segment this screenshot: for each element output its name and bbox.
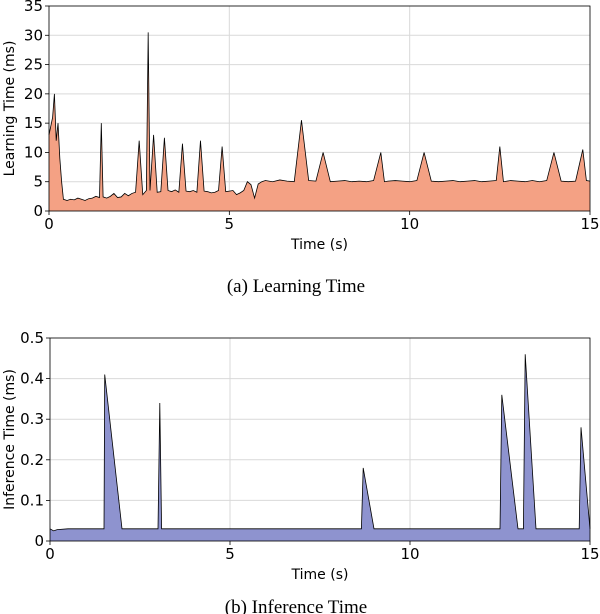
inference-xtick-label: 15	[580, 545, 599, 563]
learning-ytick-label: 0	[33, 202, 43, 220]
inference-xtick-label: 0	[45, 545, 55, 563]
learning-time-caption: (a) Learning Time	[227, 276, 365, 297]
inference-xtick-label: 10	[400, 545, 419, 563]
learning-area	[49, 32, 590, 211]
inference-xlabel: Time (s)	[291, 567, 349, 583]
learning-frame	[48, 5, 591, 212]
inference-ytick-label: 0.5	[20, 329, 44, 347]
inference-ytick-label: 0.3	[20, 410, 44, 428]
learning-xtick-label: 5	[225, 215, 235, 233]
learning-ytick-label: 10	[24, 143, 43, 161]
learning-xlabel: Time (s)	[290, 237, 348, 253]
inference-area	[50, 354, 590, 541]
learning-ytick-label: 30	[24, 26, 43, 44]
learning-ytick-label: 20	[24, 85, 43, 103]
learning-xtick-label: 10	[400, 215, 419, 233]
learning-line	[48, 32, 591, 201]
inference-time-caption: (b) Inference Time	[225, 597, 367, 614]
inference-xtick-label: 5	[225, 545, 235, 563]
learning-xtick-label: 0	[44, 215, 54, 233]
inference-frame	[49, 337, 591, 542]
learning-ytick-label: 15	[24, 114, 43, 132]
inference-ytick-label: 0	[34, 532, 44, 550]
learning-ytick-label: 35	[24, 0, 43, 15]
learning-ytick-label: 25	[24, 56, 43, 74]
learning-ylabel: Learning Time (ms)	[2, 41, 18, 177]
learning-xtick-label: 15	[580, 215, 599, 233]
inference-line	[49, 354, 591, 532]
learning-time-chart: 0 5 10 15 0 5 10 15 20 25 30 35 Time (s) Learning Tim…	[2, 0, 600, 253]
learning-ytick-label: 5	[33, 173, 43, 191]
inference-time-chart: 0 5 10 15 0 0.1 0.2 0.3 0.4 0.5 Time (s) Inference …	[2, 329, 600, 583]
inference-ytick-label: 0.2	[20, 451, 44, 469]
inference-ytick-label: 0.1	[20, 491, 44, 509]
inference-ytick-label: 0.4	[20, 370, 44, 388]
inference-ylabel: Inference Time (ms)	[2, 369, 18, 510]
